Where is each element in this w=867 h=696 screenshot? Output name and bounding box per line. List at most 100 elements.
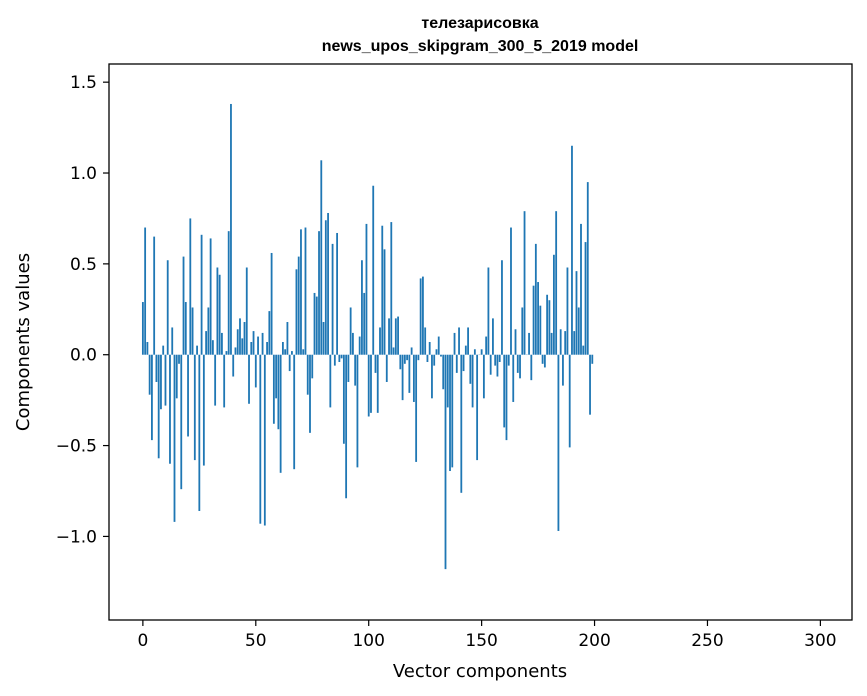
bar-188 <box>566 267 569 355</box>
bar-8 <box>160 354 162 410</box>
bar-193 <box>577 307 580 355</box>
x-tick-label: 200 <box>578 631 610 651</box>
bars-group <box>141 103 594 570</box>
bar-30 <box>209 238 212 355</box>
bar-60 <box>277 354 280 430</box>
x-tick-label: 100 <box>352 631 384 651</box>
bar-67 <box>293 354 296 470</box>
bar-47 <box>248 354 250 404</box>
bar-70 <box>300 229 302 355</box>
y-tick-label: −0.5 <box>56 437 97 457</box>
bar-95 <box>356 354 359 468</box>
bar-7 <box>157 354 160 459</box>
bar-150 <box>480 349 483 355</box>
bar-38 <box>227 231 230 355</box>
bar-81 <box>324 220 327 355</box>
bar-73 <box>306 354 309 395</box>
bar-49 <box>252 331 255 355</box>
y-tick-label: 0.5 <box>70 255 97 275</box>
bar-180 <box>548 300 551 355</box>
bar-26 <box>200 234 203 355</box>
bar-33 <box>216 267 219 355</box>
bar-115 <box>401 354 404 401</box>
bar-139 <box>455 354 458 373</box>
bar-102 <box>372 185 375 355</box>
bar-157 <box>496 354 499 377</box>
bar-156 <box>494 354 497 366</box>
bar-138 <box>453 332 456 355</box>
bar-182 <box>552 254 555 355</box>
bar-141 <box>460 354 463 493</box>
bar-96 <box>358 336 361 355</box>
y-tick-label: −1.0 <box>56 527 97 547</box>
bar-122 <box>417 354 420 361</box>
bar-168 <box>521 307 524 355</box>
y-tick-label: 1.5 <box>70 73 97 93</box>
bar-198 <box>589 354 591 415</box>
bar-9 <box>162 345 165 355</box>
bar-17 <box>180 354 183 490</box>
bar-87 <box>338 354 341 362</box>
bar-184 <box>557 354 560 531</box>
bar-126 <box>426 354 429 362</box>
bar-189 <box>568 354 571 448</box>
bar-162 <box>507 354 510 366</box>
bar-34 <box>218 274 221 355</box>
bar-48 <box>250 342 253 355</box>
bar-192 <box>575 271 578 355</box>
bar-119 <box>410 347 413 355</box>
bar-120 <box>412 354 415 402</box>
bar-63 <box>284 349 287 355</box>
bar-92 <box>349 307 352 355</box>
bar-86 <box>336 232 338 355</box>
bar-199 <box>591 354 594 364</box>
bar-118 <box>408 354 411 393</box>
bar-127 <box>428 342 431 355</box>
bar-14 <box>173 354 176 522</box>
x-tick-label: 0 <box>137 631 148 651</box>
bar-88 <box>340 354 343 359</box>
bar-64 <box>286 322 289 355</box>
bar-22 <box>191 307 194 355</box>
bar-121 <box>415 354 418 462</box>
y-axis-label: Components values <box>13 253 34 431</box>
bar-172 <box>530 354 533 381</box>
bar-129 <box>433 354 436 366</box>
bar-16 <box>178 354 180 364</box>
bar-44 <box>241 338 244 355</box>
bar-181 <box>550 332 553 355</box>
bar-190 <box>571 145 573 355</box>
bar-80 <box>322 322 325 355</box>
bar-79 <box>320 160 323 355</box>
bar-171 <box>528 332 530 355</box>
bar-165 <box>514 329 517 355</box>
bar-6 <box>155 354 158 382</box>
y-tick-label: 1.0 <box>70 164 97 184</box>
bar-54 <box>263 354 266 526</box>
bar-107 <box>383 249 386 355</box>
bar-124 <box>422 276 424 355</box>
bar-32 <box>214 354 217 406</box>
bar-100 <box>367 354 370 417</box>
bar-185 <box>559 329 562 355</box>
bar-78 <box>318 231 320 355</box>
bar-104 <box>376 354 379 413</box>
bar-161 <box>505 354 508 441</box>
chart-title: телезарисовка <box>421 15 538 32</box>
y-axis-ticks: −1.0 −0.5 0.0 0.5 1.0 1.5 <box>56 73 109 547</box>
bar-175 <box>537 282 539 355</box>
x-tick-label: 250 <box>691 631 723 651</box>
bar-112 <box>394 318 397 355</box>
bar-140 <box>458 327 460 355</box>
bar-65 <box>288 354 291 372</box>
bar-135 <box>446 354 449 408</box>
bar-90 <box>345 354 348 499</box>
bar-76 <box>313 292 316 355</box>
bar-97 <box>361 260 363 355</box>
y-tick-label: 0.0 <box>70 346 97 366</box>
bar-91 <box>347 354 350 382</box>
bar-131 <box>437 336 440 355</box>
bar-82 <box>327 212 329 355</box>
bar-142 <box>462 354 465 372</box>
bar-110 <box>390 222 393 355</box>
